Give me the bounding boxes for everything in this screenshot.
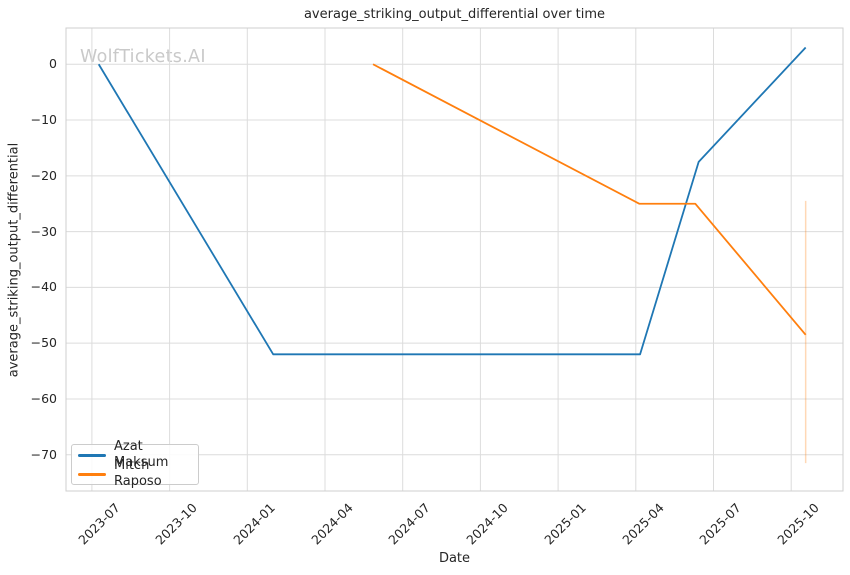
- plot-border: [65, 27, 844, 492]
- x-axis-label: Date: [438, 551, 471, 566]
- legend-entry-azat-maksum: Azat Maksum: [78, 439, 198, 470]
- y-tick-label: −60: [30, 390, 57, 406]
- y-tick-label: −10: [30, 112, 57, 128]
- series-line-mitch-raposo: [372, 63, 807, 336]
- legend-swatch-line-icon: [78, 453, 106, 457]
- legend-swatch-line-icon: [78, 472, 106, 476]
- chart-legend: Azat Maksum Mitch Raposo: [71, 439, 199, 489]
- chart-title: average_striking_output_differential ove…: [303, 7, 606, 22]
- series-line-azat-maksum: [97, 46, 807, 356]
- y-tick-label: −40: [30, 279, 57, 295]
- y-tick-label: −20: [30, 167, 57, 183]
- legend-label: Mitch Raposo: [114, 458, 162, 489]
- legend-label: Azat Maksum: [114, 439, 169, 470]
- y-tick-label: 0: [49, 56, 57, 72]
- y-tick-label: −30: [30, 223, 57, 239]
- y-tick-label: −50: [30, 335, 57, 351]
- watermark-text: WolfTickets.AI: [80, 47, 206, 67]
- legend-entry-mitch-raposo: Mitch Raposo: [78, 458, 198, 489]
- y-tick-label: −70: [30, 446, 57, 462]
